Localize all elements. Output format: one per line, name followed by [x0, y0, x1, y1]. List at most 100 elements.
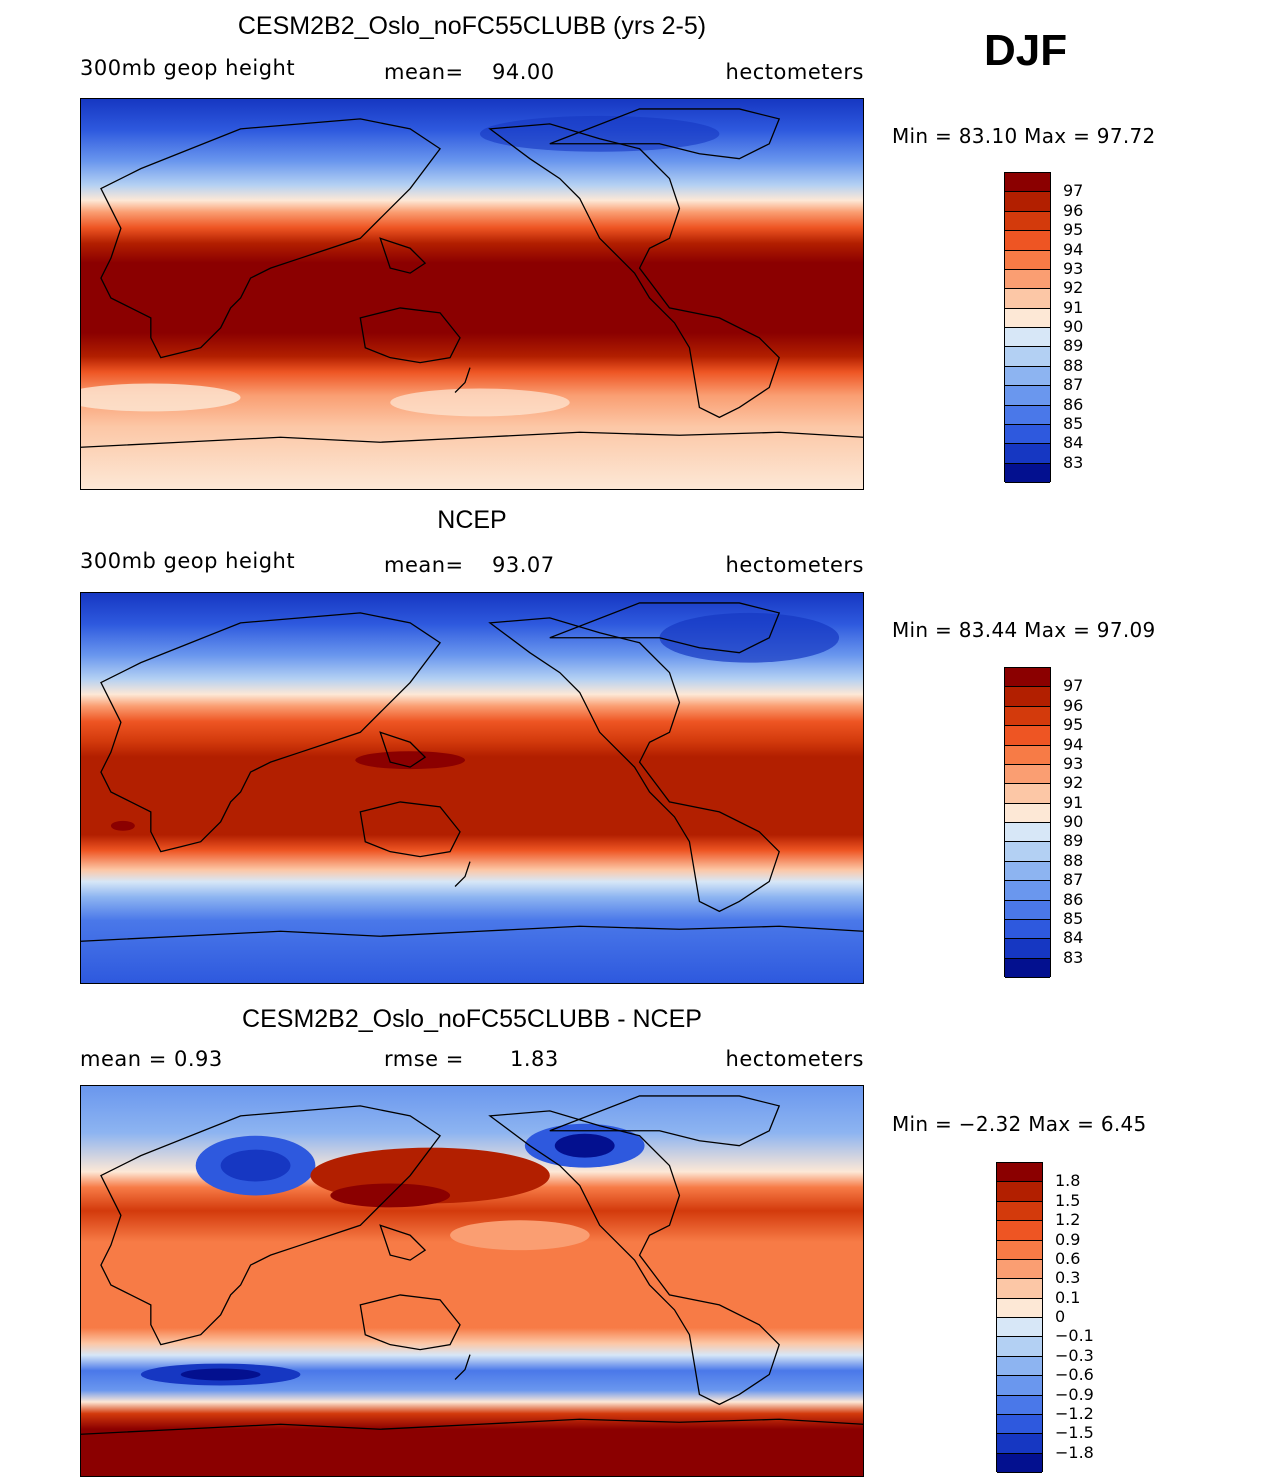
- panel2-minmax: Min = 83.44 Max = 97.09: [892, 618, 1156, 642]
- panel2-mean-value: 93.07: [492, 553, 555, 577]
- colorbar-tick-label: 92: [1063, 773, 1084, 793]
- colorbar-swatch: [1005, 250, 1050, 270]
- colorbar-swatch: [1005, 231, 1050, 251]
- panel3-mean-text: mean = 0.93: [80, 1047, 223, 1071]
- colorbar-tick-label: 96: [1063, 200, 1084, 220]
- colorbar-swatch: [1005, 919, 1050, 940]
- colorbar-swatch: [1005, 764, 1050, 785]
- colorbar-tick-label: −0.6: [1055, 1365, 1094, 1385]
- panel3-title: CESM2B2_Oslo_noFC55CLUBB - NCEP: [242, 1005, 702, 1033]
- panel1-minmax: Min = 83.10 Max = 97.72: [892, 124, 1156, 148]
- colorbar-swatch: [997, 1163, 1042, 1183]
- colorbar-swatch: [1005, 308, 1050, 328]
- colorbar-swatch: [997, 1240, 1042, 1260]
- colorbar-swatch: [1005, 463, 1050, 483]
- colorbar-swatch: [1005, 861, 1050, 882]
- colorbar-swatch: [1005, 289, 1050, 309]
- panel1-title: CESM2B2_Oslo_noFC55CLUBB (yrs 2-5): [237, 12, 707, 40]
- colorbar-swatch: [997, 1318, 1042, 1338]
- panel2-colorbar: [1004, 667, 1051, 978]
- colorbar-tick-label: 97: [1063, 676, 1084, 696]
- colorbar-tick-label: 88: [1063, 850, 1084, 870]
- colorbar-swatch: [1005, 842, 1050, 862]
- colorbar-tick-label: 94: [1063, 239, 1084, 259]
- colorbar-swatch: [1005, 784, 1050, 804]
- colorbar-tick-label: 97: [1063, 181, 1084, 201]
- panel2-title: NCEP: [437, 506, 507, 534]
- colorbar-swatch: [1005, 726, 1050, 746]
- colorbar-tick-label: 87: [1063, 375, 1084, 395]
- colorbar-tick-label: 0: [1055, 1307, 1066, 1326]
- colorbar-tick-label: 88: [1063, 355, 1084, 375]
- colorbar-swatch: [997, 1395, 1042, 1415]
- panel1-units: hectometers: [725, 60, 864, 84]
- colorbar-swatch: [1005, 173, 1050, 193]
- colorbar-tick-label: −1.2: [1055, 1403, 1094, 1423]
- colorbar-swatch: [1005, 939, 1050, 959]
- colorbar-tick-label: 90: [1063, 317, 1084, 336]
- colorbar-tick-label: 87: [1063, 870, 1084, 890]
- panel3-minmax: Min = −2.32 Max = 6.45: [892, 1112, 1147, 1136]
- colorbar-swatch: [1005, 881, 1050, 901]
- colorbar-tick-label: 94: [1063, 734, 1084, 754]
- colorbar-tick-label: 89: [1063, 336, 1084, 356]
- colorbar-swatch: [1005, 745, 1050, 765]
- colorbar-tick-label: 1.8: [1055, 1171, 1081, 1191]
- colorbar-swatch: [1005, 424, 1050, 445]
- panel3-map: [80, 1085, 864, 1477]
- colorbar-swatch: [997, 1337, 1042, 1357]
- colorbar-swatch: [997, 1414, 1042, 1435]
- colorbar-tick-label: −0.9: [1055, 1384, 1094, 1404]
- colorbar-tick-label: 92: [1063, 278, 1084, 298]
- panel1-mean-label: mean=: [384, 60, 464, 84]
- colorbar-tick-label: 84: [1063, 928, 1084, 948]
- colorbar-swatch: [1005, 192, 1050, 212]
- colorbar-tick-label: 0.1: [1055, 1287, 1081, 1307]
- panel2-mean-label: mean=: [384, 553, 464, 577]
- colorbar-swatch: [1005, 687, 1050, 707]
- panel3-colorbar: [996, 1162, 1043, 1473]
- colorbar-tick-label: −1.5: [1055, 1423, 1094, 1443]
- colorbar-swatch: [1005, 444, 1050, 464]
- colorbar-tick-label: 91: [1063, 297, 1084, 317]
- colorbar-tick-label: 95: [1063, 220, 1084, 240]
- colorbar-swatch: [997, 1356, 1042, 1377]
- colorbar-swatch: [1005, 803, 1050, 823]
- colorbar-tick-label: 84: [1063, 433, 1084, 453]
- colorbar-swatch: [1005, 668, 1050, 688]
- panel1-variable-label: 300mb geop height: [80, 56, 296, 80]
- panel2-variable-label: 300mb geop height: [80, 549, 296, 573]
- colorbar-tick-label: −0.3: [1055, 1345, 1094, 1365]
- colorbar-tick-label: 90: [1063, 812, 1084, 831]
- colorbar-swatch: [997, 1298, 1042, 1318]
- colorbar-tick-label: 85: [1063, 413, 1084, 433]
- panel3-rmse-label: rmse =: [384, 1047, 464, 1071]
- colorbar-tick-label: 91: [1063, 792, 1084, 812]
- colorbar-tick-label: 89: [1063, 831, 1084, 851]
- colorbar-tick-label: 85: [1063, 908, 1084, 928]
- season-label: DJF: [984, 26, 1068, 75]
- colorbar-tick-label: 86: [1063, 394, 1084, 414]
- colorbar-swatch: [1005, 211, 1050, 232]
- colorbar-swatch: [1005, 405, 1050, 425]
- colorbar-tick-label: 0.3: [1055, 1268, 1081, 1288]
- colorbar-swatch: [997, 1221, 1042, 1241]
- colorbar-swatch: [1005, 328, 1050, 348]
- colorbar-tick-label: −1.8: [1055, 1442, 1094, 1462]
- colorbar-tick-label: 86: [1063, 889, 1084, 909]
- colorbar-swatch: [1005, 900, 1050, 920]
- colorbar-swatch: [1005, 386, 1050, 406]
- colorbar-tick-label: 93: [1063, 753, 1084, 773]
- colorbar-swatch: [997, 1376, 1042, 1396]
- colorbar-tick-label: 95: [1063, 715, 1084, 735]
- panel2-map: [80, 592, 864, 984]
- colorbar-tick-label: 93: [1063, 258, 1084, 278]
- colorbar-tick-label: 96: [1063, 695, 1084, 715]
- colorbar-swatch: [1005, 823, 1050, 843]
- colorbar-tick-label: 0.6: [1055, 1248, 1081, 1268]
- panel1-mean-value: 94.00: [492, 60, 555, 84]
- panel3-rmse-value: 1.83: [510, 1047, 559, 1071]
- panel2-units: hectometers: [725, 553, 864, 577]
- colorbar-swatch: [997, 1279, 1042, 1299]
- colorbar-tick-label: 1.5: [1055, 1190, 1081, 1210]
